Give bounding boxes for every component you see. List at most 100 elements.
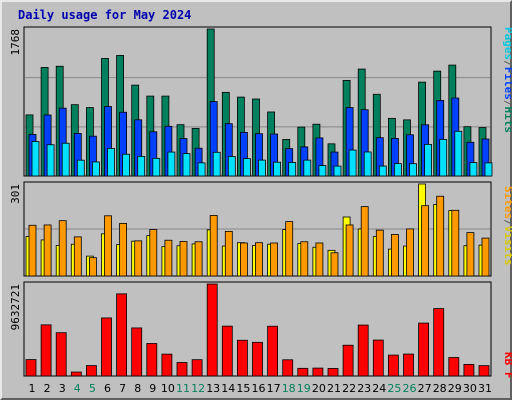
middle-bar-sites-28 [436, 195, 445, 277]
middle-bar-sites-2 [43, 224, 52, 277]
day-label-26: 26 [403, 382, 417, 395]
top-legend-part-1: / [502, 60, 512, 67]
day-label-31: 31 [478, 382, 492, 395]
top-bar-pages-29 [454, 130, 463, 177]
top-bar-pages-21 [333, 165, 342, 177]
bottom-legend-part-0: KB F [502, 352, 512, 379]
day-label-15: 15 [236, 382, 250, 395]
top-bar-pages-18 [288, 162, 297, 177]
day-label-10: 10 [161, 382, 175, 395]
middle-bar-sites-5 [89, 257, 97, 277]
top-legend-part-2: Files [502, 67, 512, 100]
middle-bar-sites-15 [239, 242, 248, 277]
middle-bar-sites-12 [194, 241, 203, 277]
bottom-bar-kb-f-24 [372, 339, 384, 377]
top-bar-pages-7 [122, 153, 130, 177]
top-bar-pages-5 [92, 161, 100, 177]
day-label-13: 13 [206, 382, 220, 395]
middle-bar-sites-23 [360, 206, 369, 277]
middle-legend-part-2: Visits [502, 226, 512, 266]
day-label-12: 12 [191, 382, 205, 395]
middle-legend: Sites/Visits [502, 186, 512, 266]
bottom-bar-kb-f-19 [297, 367, 309, 377]
day-label-8: 8 [134, 382, 141, 395]
day-label-11: 11 [176, 382, 190, 395]
top-bar-pages-31 [484, 162, 493, 177]
top-bar-pages-22 [348, 149, 357, 177]
day-label-21: 21 [327, 382, 341, 395]
top-bar-pages-27 [424, 144, 433, 177]
top-legend-part-3: / [502, 100, 512, 107]
top-bar-pages-24 [378, 165, 387, 177]
middle-bar-sites-22 [345, 224, 354, 277]
top-ymax-label: 1768 [9, 29, 22, 56]
bottom-bar-kb-f-21 [327, 368, 339, 377]
day-label-7: 7 [119, 382, 126, 395]
bottom-bar-kb-f-27 [418, 322, 430, 377]
top-legend-part-0: Pages [502, 27, 512, 60]
middle-bar-sites-20 [315, 242, 324, 277]
bottom-bar-kb-f-16 [252, 341, 263, 377]
middle-bar-sites-1 [28, 224, 37, 277]
bottom-bar-kb-f-5 [86, 365, 97, 377]
top-bar-pages-26 [409, 163, 417, 177]
bottom-bar-kb-f-2 [40, 324, 52, 377]
day-label-25: 25 [387, 382, 401, 395]
day-label-1: 1 [29, 382, 36, 395]
bottom-bar-kb-f-25 [387, 354, 399, 377]
day-label-23: 23 [357, 382, 371, 395]
bottom-bar-kb-f-6 [101, 317, 112, 377]
top-bar-pages-19 [303, 159, 312, 177]
bottom-bar-kb-f-8 [131, 327, 143, 377]
middle-bar-sites-30 [466, 232, 475, 277]
bottom-bar-kb-f-23 [357, 324, 369, 377]
bottom-bar-kb-f-7 [116, 293, 127, 377]
top-bar-pages-30 [469, 162, 478, 177]
day-label-9: 9 [149, 382, 156, 395]
middle-bar-sites-11 [179, 241, 188, 277]
middle-bar-sites-9 [149, 229, 158, 277]
day-label-17: 17 [267, 382, 281, 395]
bottom-bar-kb-f-14 [221, 325, 233, 377]
day-label-5: 5 [89, 382, 96, 395]
top-bar-pages-17 [273, 161, 282, 177]
bottom-bar-kb-f-4 [70, 371, 82, 377]
middle-bar-sites-14 [224, 230, 233, 277]
middle-bar-sites-10 [164, 239, 173, 277]
day-label-28: 28 [433, 382, 447, 395]
bottom-bar-kb-f-28 [433, 308, 445, 377]
top-bar-pages-3 [61, 142, 70, 177]
bottom-bar-kb-f-9 [146, 343, 158, 377]
top-bar-pages-2 [46, 144, 55, 177]
top-legend-part-4: Hits [502, 107, 512, 134]
middle-bar-sites-29 [451, 209, 460, 277]
top-bar-pages-15 [242, 158, 251, 177]
bottom-bar-kb-f-10 [161, 353, 173, 377]
middle-legend-part-1: / [502, 219, 512, 226]
middle-bar-sites-21 [330, 252, 339, 277]
bottom-bar-kb-f-12 [191, 359, 203, 377]
bottom-bar-kb-f-15 [236, 339, 248, 377]
middle-ymax-label: 301 [9, 184, 22, 204]
day-label-27: 27 [418, 382, 432, 395]
day-label-4: 4 [74, 382, 81, 395]
top-bar-pages-12 [197, 162, 206, 177]
middle-bar-sites-17 [270, 242, 279, 277]
bottom-bar-kb-f-29 [448, 357, 460, 377]
top-bar-pages-13 [212, 151, 221, 177]
day-label-30: 30 [463, 382, 477, 395]
middle-bar-sites-19 [300, 241, 309, 277]
bottom-bar-kb-f-26 [403, 353, 414, 377]
day-label-22: 22 [342, 382, 356, 395]
bottom-bar-kb-f-17 [267, 325, 279, 377]
top-bar-pages-14 [227, 156, 236, 177]
bottom-bar-kb-f-18 [282, 359, 294, 377]
day-label-3: 3 [59, 382, 66, 395]
bottom-bar-kb-f-11 [176, 362, 188, 377]
bottom-bar-kb-f-31 [478, 365, 490, 377]
middle-bar-sites-16 [255, 242, 263, 277]
top-bar-pages-9 [152, 157, 161, 177]
middle-bar-sites-4 [73, 236, 82, 277]
bottom-bar-kb-f-30 [463, 364, 475, 377]
